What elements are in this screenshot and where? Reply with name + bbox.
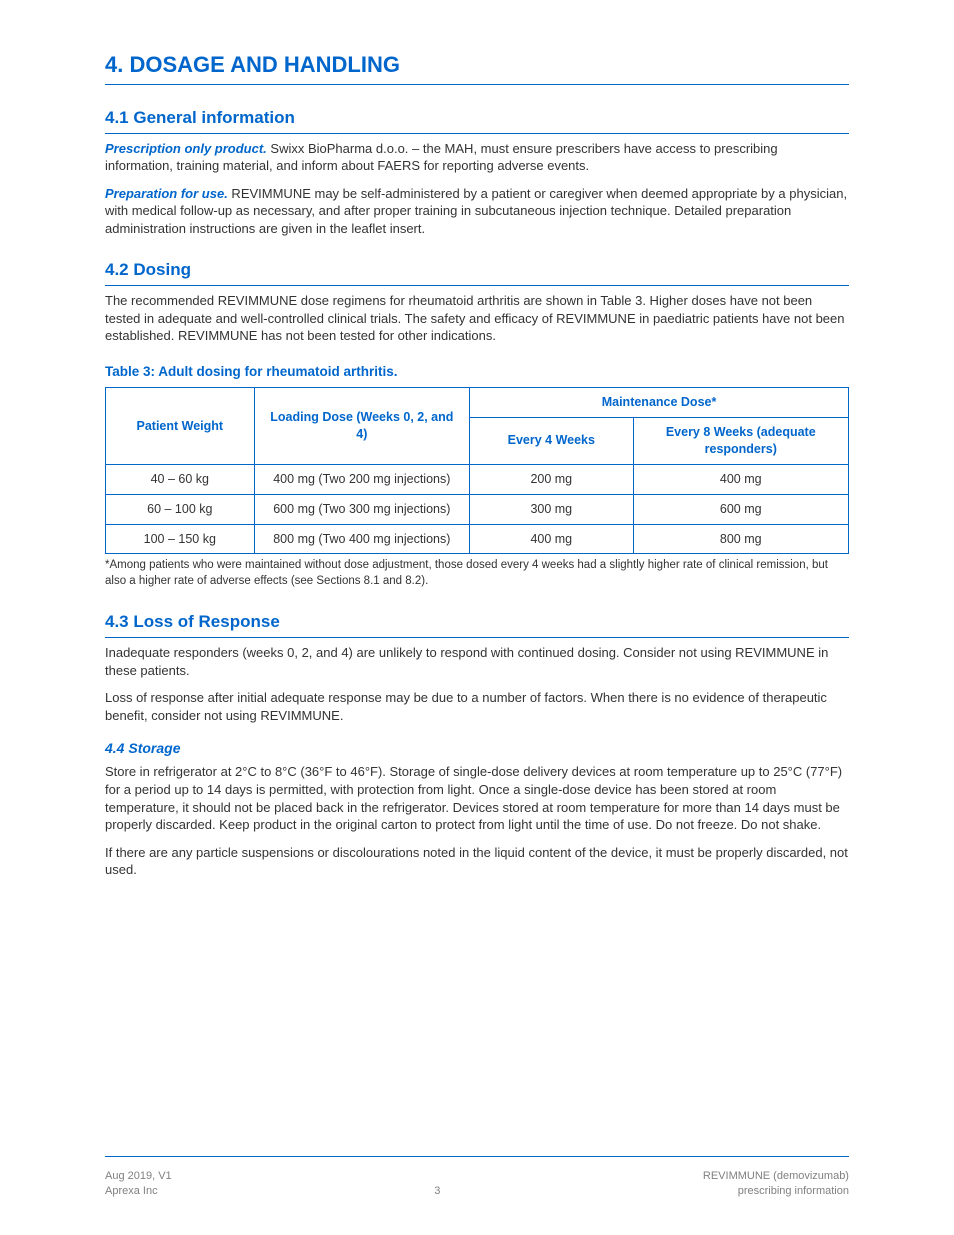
- footer-doc-type: prescribing information: [703, 1184, 849, 1199]
- table-3-footnote: *Among patients who were maintained with…: [105, 558, 849, 589]
- document-page: 4. DOSAGE AND HANDLING 4.1 General infor…: [0, 0, 954, 1235]
- cell-loading: 600 mg (Two 300 mg injections): [254, 494, 469, 524]
- cell-loading: 400 mg (Two 200 mg injections): [254, 464, 469, 494]
- section-4-3-para-2: Loss of response after initial adequate …: [105, 689, 849, 724]
- footer-page-number: 3: [434, 1184, 440, 1199]
- section-4-3-para-1: Inadequate responders (weeks 0, 2, and 4…: [105, 644, 849, 679]
- col-header-weight: Patient Weight: [106, 388, 255, 465]
- cell-m8: 800 mg: [633, 524, 848, 554]
- cell-weight: 60 – 100 kg: [106, 494, 255, 524]
- table-3-caption: Table 3: Adult dosing for rheumatoid art…: [105, 363, 849, 381]
- table-row: 60 – 100 kg 600 mg (Two 300 mg injection…: [106, 494, 849, 524]
- cell-m8: 400 mg: [633, 464, 848, 494]
- col-header-maintenance-group: Maintenance Dose*: [470, 388, 849, 418]
- dosing-table: Patient Weight Loading Dose (Weeks 0, 2,…: [105, 387, 849, 554]
- cell-m4: 300 mg: [470, 494, 633, 524]
- cell-weight: 100 – 150 kg: [106, 524, 255, 554]
- prescription-only-label: Prescription only product.: [105, 141, 267, 156]
- cell-m8: 600 mg: [633, 494, 848, 524]
- col-header-every-8-weeks: Every 8 Weeks (adequate responders): [633, 418, 848, 465]
- section-4-2-para-1: The recommended REVIMMUNE dose regimens …: [105, 292, 849, 345]
- cell-weight: 40 – 60 kg: [106, 464, 255, 494]
- section-4-4-para-1: Store in refrigerator at 2°C to 8°C (36°…: [105, 763, 849, 833]
- section-4-title: 4. DOSAGE AND HANDLING: [105, 50, 849, 85]
- section-4-1-para-1: Prescription only product. Swixx BioPhar…: [105, 140, 849, 175]
- col-header-every-4-weeks: Every 4 Weeks: [470, 418, 633, 465]
- footer-company: Aprexa Inc: [105, 1184, 172, 1199]
- section-4-4-para-2: If there are any particle suspensions or…: [105, 844, 849, 879]
- cell-m4: 400 mg: [470, 524, 633, 554]
- preparation-for-use-label: Preparation for use.: [105, 186, 228, 201]
- cell-m4: 200 mg: [470, 464, 633, 494]
- section-4-4-title: 4.4 Storage: [105, 739, 849, 758]
- footer-rule: [105, 1156, 849, 1157]
- section-4-2-title: 4.2 Dosing: [105, 259, 849, 286]
- footer-product: REVIMMUNE (demovizumab): [703, 1169, 849, 1184]
- section-4-1-title: 4.1 General information: [105, 107, 849, 134]
- table-row: 40 – 60 kg 400 mg (Two 200 mg injections…: [106, 464, 849, 494]
- cell-loading: 800 mg (Two 400 mg injections): [254, 524, 469, 554]
- page-footer: Aug 2019, V1 Aprexa Inc 3 REVIMMUNE (dem…: [105, 1169, 849, 1199]
- footer-version: Aug 2019, V1: [105, 1169, 172, 1184]
- table-header-row-1: Patient Weight Loading Dose (Weeks 0, 2,…: [106, 388, 849, 418]
- table-row: 100 – 150 kg 800 mg (Two 400 mg injectio…: [106, 524, 849, 554]
- col-header-loading: Loading Dose (Weeks 0, 2, and 4): [254, 388, 469, 465]
- footer-left: Aug 2019, V1 Aprexa Inc: [105, 1169, 172, 1199]
- section-4-1-para-2: Preparation for use. REVIMMUNE may be se…: [105, 185, 849, 238]
- footer-right: REVIMMUNE (demovizumab) prescribing info…: [703, 1169, 849, 1199]
- section-4-3-title: 4.3 Loss of Response: [105, 611, 849, 638]
